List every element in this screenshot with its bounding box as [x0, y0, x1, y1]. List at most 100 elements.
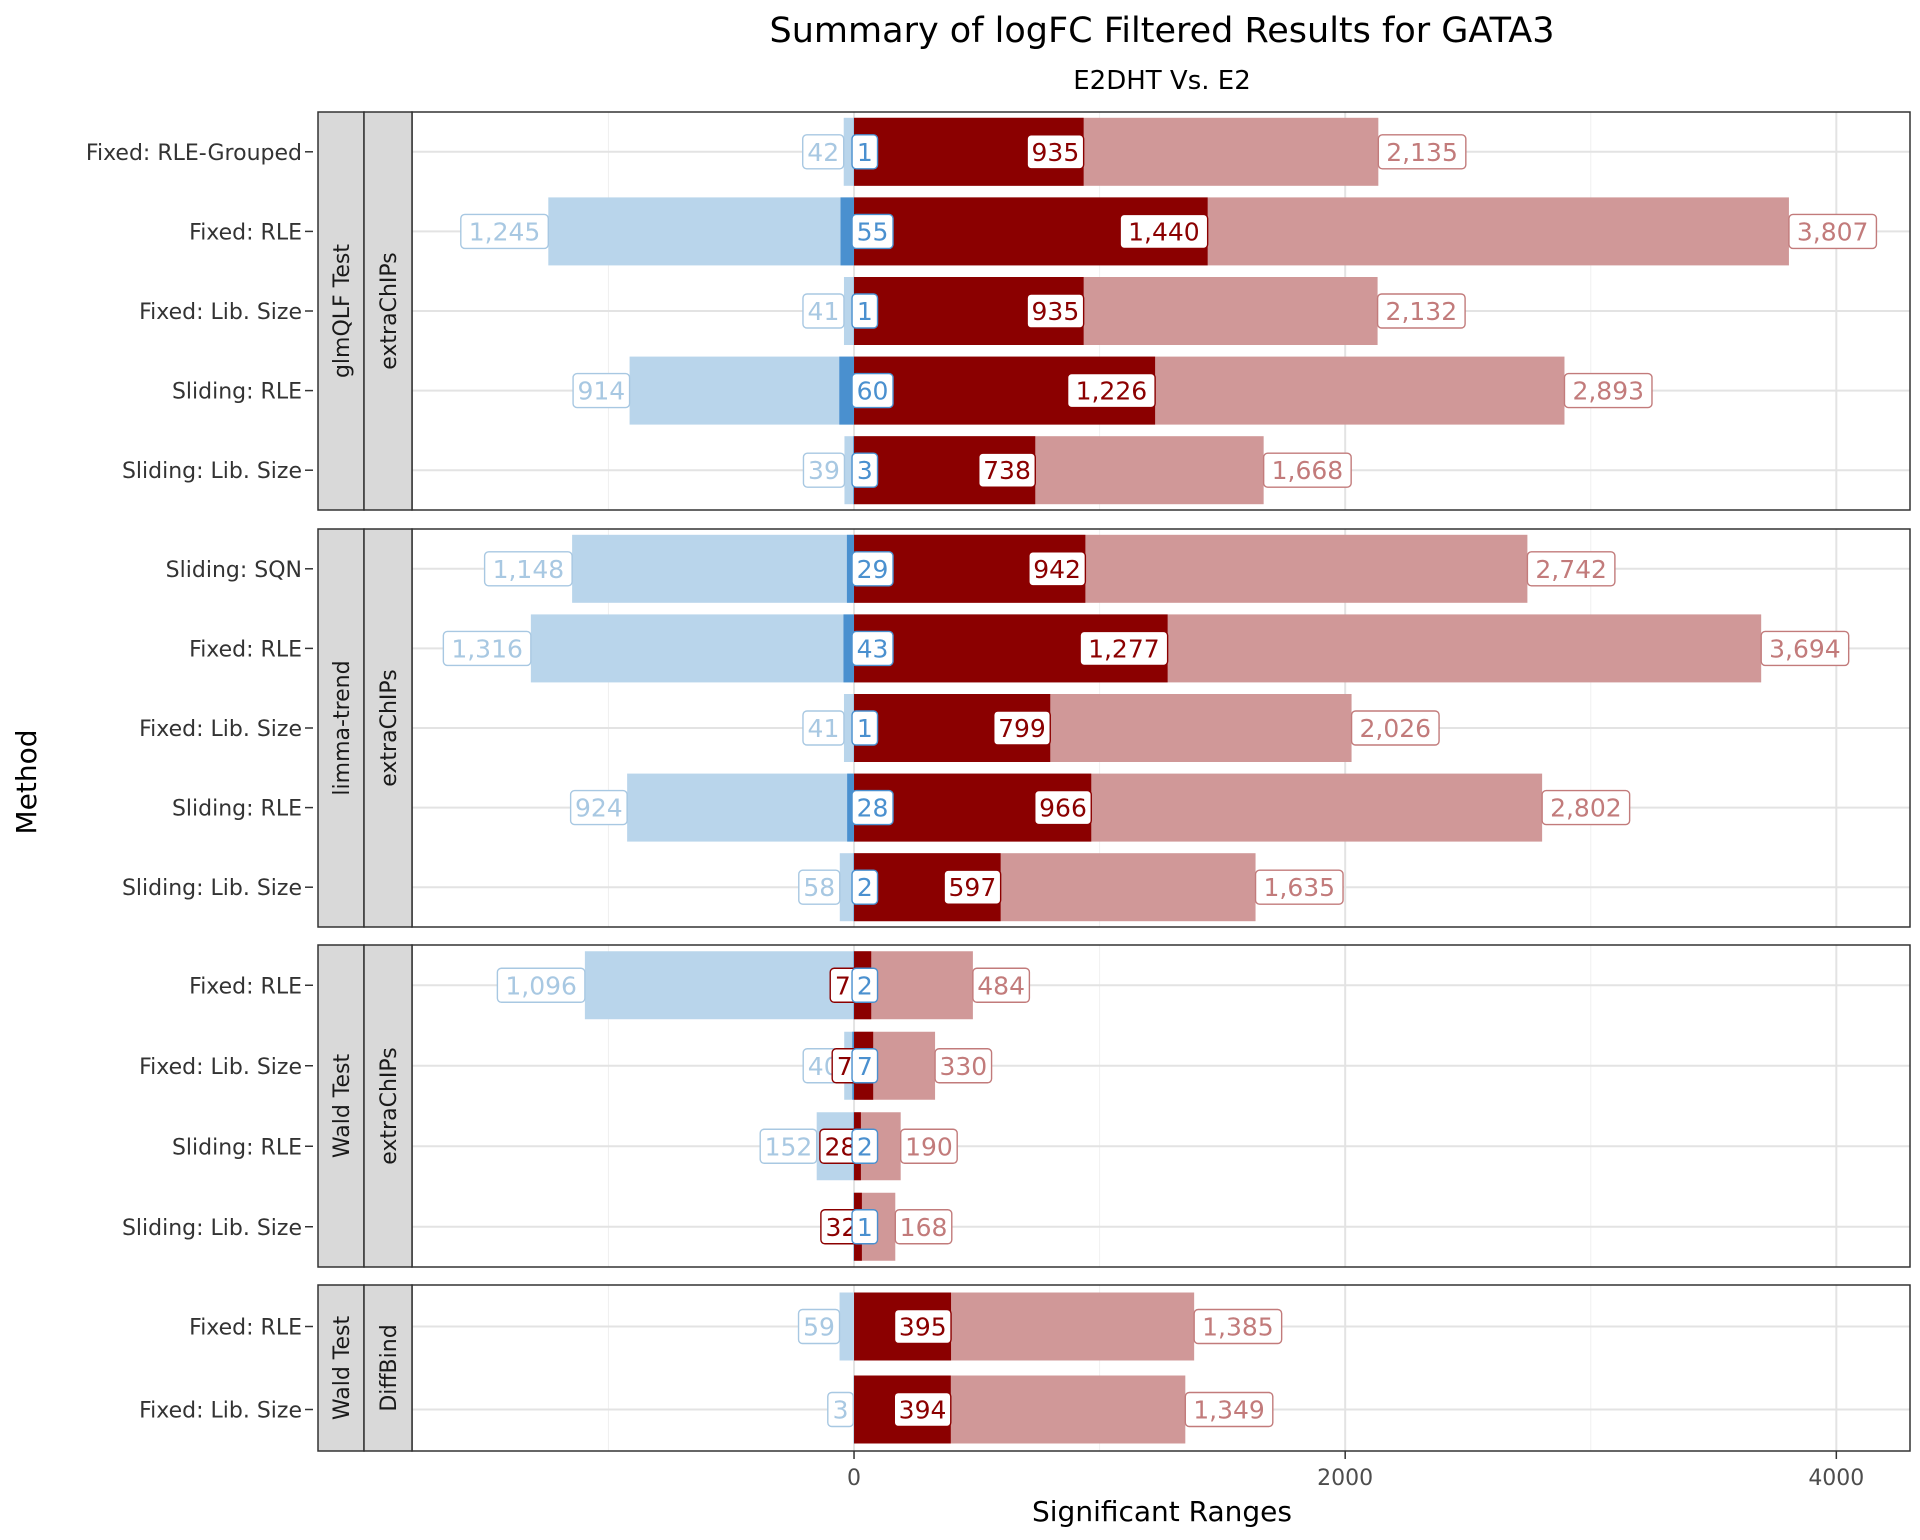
label-down-strong: 2	[857, 1132, 873, 1161]
label-down-strong-group: 43	[852, 631, 893, 665]
label-up-all-group: 168	[895, 1210, 952, 1244]
label-up-all: 330	[939, 1052, 987, 1081]
label-down-strong-group: 2	[852, 968, 878, 1002]
label-up-all: 1,668	[1272, 456, 1344, 485]
label-up-strong-group: 942	[1029, 552, 1086, 586]
label-up-strong-group: 1,277	[1080, 631, 1168, 665]
category-label: Sliding: SQN	[166, 558, 302, 583]
label-down-strong: 29	[857, 555, 889, 584]
label-down-all-group: 1,148	[485, 552, 573, 586]
label-up-all-group: 2,742	[1527, 552, 1615, 586]
bar-down-all	[840, 1293, 854, 1361]
category-label: Sliding: Lib. Size	[122, 1216, 302, 1241]
category-label: Fixed: RLE	[189, 220, 302, 245]
category-label: Fixed: Lib. Size	[139, 717, 302, 742]
label-down-all: 1,148	[493, 555, 565, 584]
label-down-all-group: 3	[828, 1393, 854, 1427]
bar-down-all	[531, 614, 854, 682]
label-down-all: 59	[803, 1313, 835, 1342]
x-tick-label: 2000	[1317, 1466, 1373, 1491]
bar-down-all	[585, 951, 854, 1019]
label-down-strong-group: 3	[852, 453, 878, 487]
bar-down-all	[630, 357, 854, 425]
label-down-all-group: 924	[571, 791, 628, 825]
label-up-strong: 935	[1032, 138, 1080, 167]
label-up-all: 2,026	[1360, 714, 1432, 743]
label-down-all: 914	[577, 377, 625, 406]
label-up-all: 3,807	[1797, 217, 1869, 246]
label-down-all-group: 59	[799, 1310, 840, 1344]
label-up-strong-group: 935	[1027, 294, 1084, 328]
label-up-strong-group: 597	[944, 870, 1001, 904]
label-down-strong-group: 1	[852, 1210, 878, 1244]
category-label: Fixed: RLE-Grouped	[86, 141, 302, 166]
label-down-all-group: 152	[760, 1129, 817, 1163]
label-up-strong: 966	[1039, 794, 1087, 823]
label-up-strong-group: 1,440	[1120, 214, 1208, 248]
category-label: Fixed: RLE	[189, 1316, 302, 1341]
label-down-strong-group: 28	[852, 791, 893, 825]
label-up-all: 2,802	[1550, 794, 1622, 823]
label-down-all-group: 58	[799, 870, 840, 904]
label-down-strong: 1	[857, 297, 873, 326]
label-down-all: 39	[808, 456, 840, 485]
label-down-all-group: 1,316	[443, 631, 530, 665]
label-up-all-group: 1,349	[1185, 1393, 1273, 1427]
label-down-strong-group: 55	[852, 214, 893, 248]
label-up-all-group: 3,807	[1789, 214, 1877, 248]
bar-down-all	[572, 535, 854, 603]
label-down-strong: 28	[857, 794, 889, 823]
x-tick-label: 4000	[1808, 1466, 1864, 1491]
bar-down-all	[548, 197, 854, 265]
label-up-strong-group: 935	[1027, 135, 1084, 169]
label-up-strong: 394	[899, 1396, 947, 1425]
label-up-strong: 799	[998, 714, 1046, 743]
label-up-all: 168	[900, 1213, 948, 1242]
label-down-all-group: 1,096	[497, 968, 584, 1002]
label-down-all: 1,096	[505, 971, 577, 1000]
label-up-all: 3,694	[1769, 634, 1841, 663]
label-down-strong: 2	[857, 873, 873, 902]
label-up-all-group: 2,135	[1378, 135, 1466, 169]
bar-down-all	[627, 774, 854, 842]
label-down-all: 41	[808, 297, 840, 326]
label-up-strong: 597	[949, 873, 997, 902]
category-label: Sliding: Lib. Size	[122, 876, 302, 901]
strip-tool-label: extraChIPs	[377, 1047, 402, 1164]
label-down-strong: 3	[857, 456, 873, 485]
label-up-all-group: 1,385	[1194, 1310, 1282, 1344]
category-label: Sliding: RLE	[172, 797, 302, 822]
label-down-all: 1,316	[451, 634, 523, 663]
strip-test-label: Wald Test	[330, 1316, 355, 1421]
label-up-all-group: 2,026	[1352, 711, 1440, 745]
label-down-all-group: 42	[803, 135, 844, 169]
strip-test-label: Wald Test	[330, 1054, 355, 1159]
label-up-strong-group: 738	[979, 453, 1036, 487]
label-down-all: 42	[807, 138, 839, 167]
label-up-all: 1,635	[1264, 873, 1336, 902]
label-up-strong: 942	[1033, 555, 1081, 584]
label-down-all-group: 41	[803, 711, 844, 745]
strip-tool-label: extraChIPs	[377, 669, 402, 786]
y-axis-label: Method	[10, 729, 43, 834]
strip-tool-label: DiffBind	[377, 1324, 402, 1411]
label-down-strong-group: 29	[852, 552, 893, 586]
label-up-all-group: 2,802	[1542, 791, 1630, 825]
label-up-strong-group: 395	[895, 1310, 952, 1344]
category-label: Sliding: RLE	[172, 1135, 302, 1160]
label-up-all: 2,893	[1572, 377, 1644, 406]
label-up-strong: 1,440	[1128, 217, 1200, 246]
label-down-all: 924	[575, 794, 623, 823]
label-down-all: 58	[803, 873, 835, 902]
label-up-all-group: 484	[973, 968, 1030, 1002]
panel-2: 1,148 2,742 942 29 Sliding: SQN 1,316 3,694 1,2…	[122, 529, 1910, 927]
label-down-strong-group: 1	[852, 135, 878, 169]
category-label: Fixed: Lib. Size	[139, 300, 302, 325]
label-down-strong: 7	[857, 1052, 873, 1081]
